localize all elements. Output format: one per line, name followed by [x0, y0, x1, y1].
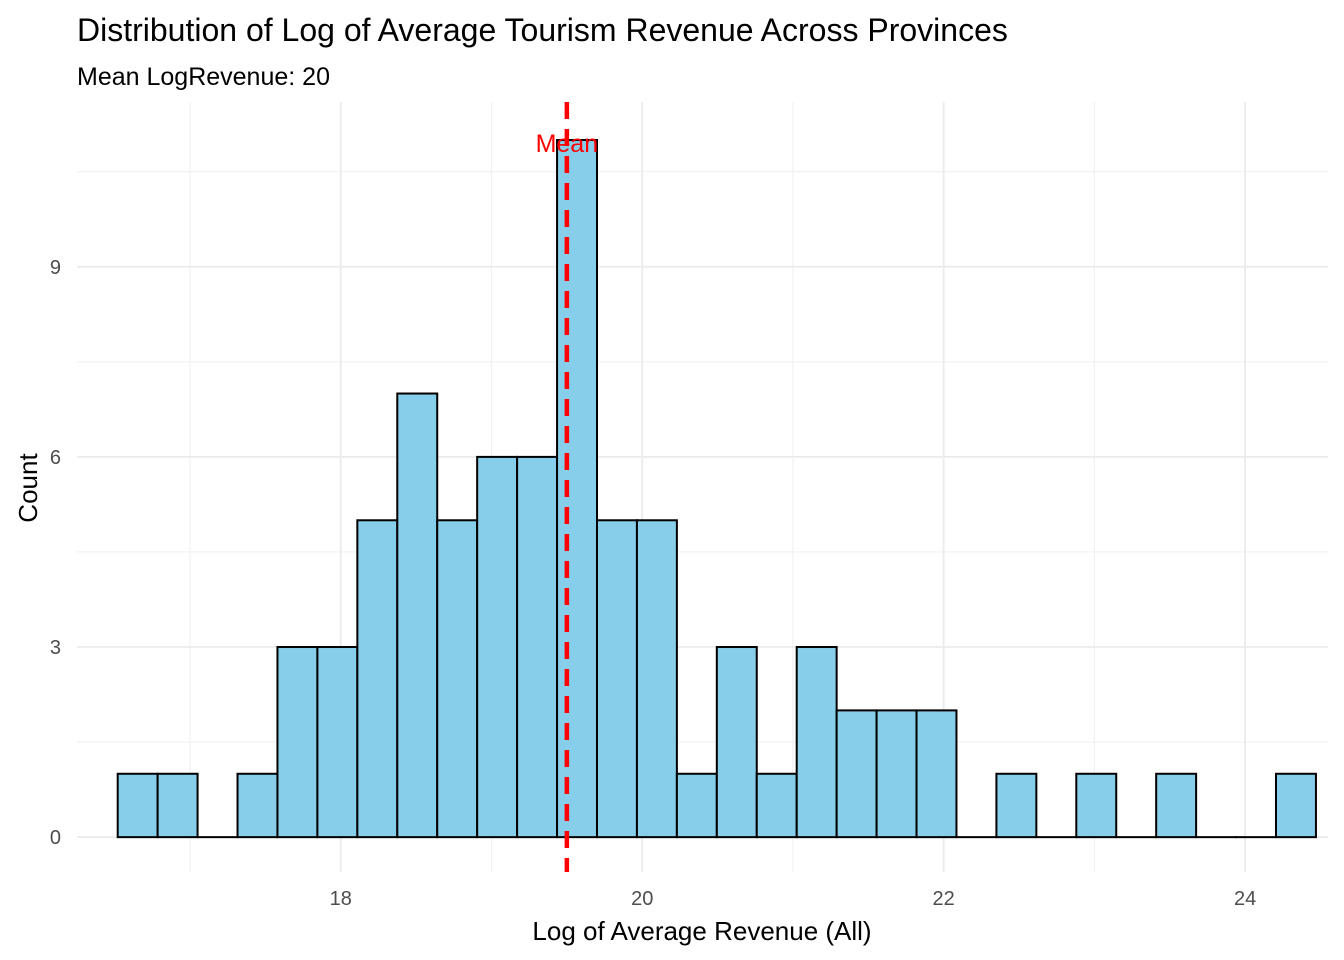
histogram-bar: [116, 772, 159, 839]
y-axis-title: Count: [13, 453, 43, 523]
x-axis-ticks: 18 20 22 24: [330, 888, 1257, 910]
histogram-bar: [236, 772, 279, 839]
histogram-bar: [715, 646, 758, 839]
histogram-bar: [476, 455, 519, 839]
minor-gridlines: [77, 102, 1328, 872]
histogram-bar: [755, 772, 798, 839]
x-tick-label: 20: [631, 888, 653, 910]
histogram-bar: [835, 709, 878, 839]
y-axis-ticks: 0 3 6 9: [50, 257, 61, 849]
histogram-bar: [516, 455, 559, 839]
x-tick-label: 18: [330, 888, 352, 910]
histogram-bar: [875, 709, 918, 839]
histogram-bar: [915, 709, 958, 839]
histogram-bar: [356, 519, 399, 839]
y-tick-label: 6: [50, 447, 61, 469]
y-tick-label: 0: [50, 827, 61, 849]
histogram-bars: [116, 139, 1317, 839]
histogram-bar: [436, 519, 479, 839]
histogram-bar: [316, 646, 359, 839]
histogram-bar: [1155, 772, 1198, 839]
x-tick-label: 24: [1234, 888, 1256, 910]
histogram-bar: [1275, 772, 1317, 839]
mean-indicator: Mean: [536, 102, 599, 872]
histogram-bar: [795, 646, 838, 839]
x-tick-label: 22: [933, 888, 955, 910]
histogram-bar: [156, 772, 199, 839]
histogram-bar: [635, 519, 678, 839]
histogram-bar: [675, 772, 718, 839]
mean-label: Mean: [536, 130, 599, 158]
chart-title: Distribution of Log of Average Tourism R…: [77, 12, 1008, 48]
y-tick-label: 3: [50, 637, 61, 659]
histogram-bar: [396, 392, 439, 839]
histogram-bar: [1075, 772, 1118, 839]
y-tick-label: 9: [50, 257, 61, 279]
chart-subtitle: Mean LogRevenue: 20: [77, 63, 330, 91]
histogram-bar: [995, 772, 1038, 839]
histogram-bar: [556, 139, 598, 839]
major-gridlines: [77, 102, 1328, 872]
histogram-bar: [276, 646, 319, 839]
histogram-bar: [595, 519, 638, 839]
x-axis-title: Log of Average Revenue (All): [532, 916, 871, 946]
